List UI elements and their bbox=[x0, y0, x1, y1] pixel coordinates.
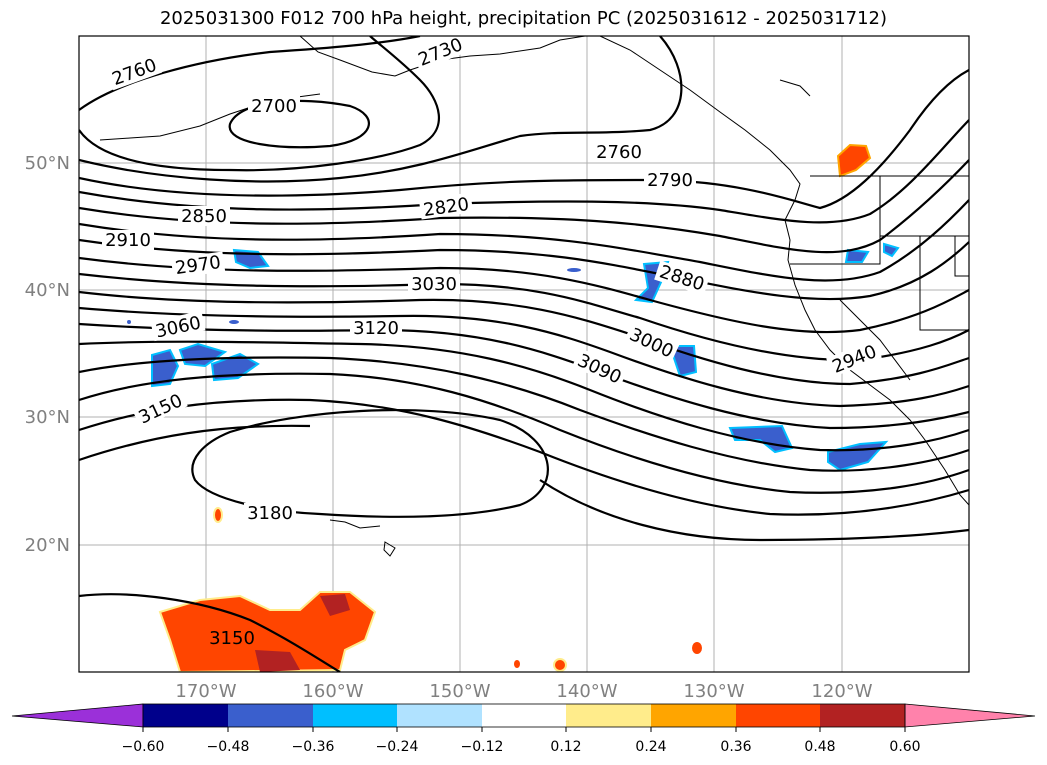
colorbar-tick-label: −0.48 bbox=[207, 739, 250, 755]
colorbar-segment bbox=[651, 704, 736, 727]
contour-label: 3150 bbox=[209, 628, 255, 649]
contour-label: 2910 bbox=[105, 230, 151, 251]
lon-label: 150°W bbox=[429, 681, 490, 702]
colorbar-tick-label: 0.36 bbox=[720, 739, 751, 755]
colorbar: −0.60 −0.48 −0.36 −0.24 −0.12 0.12 0.24 … bbox=[11, 703, 1036, 755]
colorbar-segment bbox=[143, 704, 228, 727]
lat-label: 40°N bbox=[25, 280, 70, 301]
colorbar-tick-label: −0.36 bbox=[292, 739, 335, 755]
lat-label: 20°N bbox=[25, 535, 70, 556]
colorbar-segment bbox=[482, 704, 566, 727]
lon-label: 130°W bbox=[683, 681, 744, 702]
contour-label: 2700 bbox=[251, 96, 297, 117]
contour-label: 3120 bbox=[353, 318, 399, 339]
colorbar-tick-label: 0.12 bbox=[550, 739, 581, 755]
map-title: 2025031300 F012 700 hPa height, precipit… bbox=[159, 8, 888, 29]
lon-label: 160°W bbox=[302, 681, 363, 702]
colorbar-tick-label: −0.12 bbox=[461, 739, 504, 755]
map-area bbox=[79, 36, 969, 672]
longitude-labels: 170°W 160°W 150°W 140°W 130°W 120°W bbox=[175, 681, 872, 702]
contour-label: 2760 bbox=[596, 142, 642, 163]
lat-label: 50°N bbox=[25, 153, 70, 174]
colorbar-extend-high bbox=[904, 703, 1036, 728]
contour-label: 3180 bbox=[247, 503, 293, 524]
lon-label: 170°W bbox=[175, 681, 236, 702]
colorbar-segment bbox=[228, 704, 313, 727]
colorbar-tick-label: 0.24 bbox=[635, 739, 666, 755]
colorbar-extend-low bbox=[11, 703, 144, 728]
latitude-labels: 50°N 40°N 30°N 20°N bbox=[25, 153, 70, 556]
lon-label: 120°W bbox=[811, 681, 872, 702]
contour-label: 2850 bbox=[181, 206, 227, 227]
colorbar-segment bbox=[397, 704, 482, 727]
colorbar-tick-label: −0.60 bbox=[122, 739, 165, 755]
lon-label: 140°W bbox=[556, 681, 617, 702]
colorbar-tick-label: 0.60 bbox=[889, 739, 920, 755]
contour-label: 2790 bbox=[647, 170, 693, 191]
map-frame bbox=[78, 35, 970, 673]
colorbar-tick-label: −0.24 bbox=[376, 739, 419, 755]
colorbar-segment bbox=[313, 704, 397, 727]
colorbar-segment bbox=[566, 704, 651, 727]
colorbar-segment bbox=[820, 704, 905, 727]
colorbar-tick-label: 0.48 bbox=[804, 739, 835, 755]
colorbar-segment bbox=[736, 704, 820, 727]
contour-label: 3030 bbox=[411, 274, 457, 295]
lat-label: 30°N bbox=[25, 407, 70, 428]
